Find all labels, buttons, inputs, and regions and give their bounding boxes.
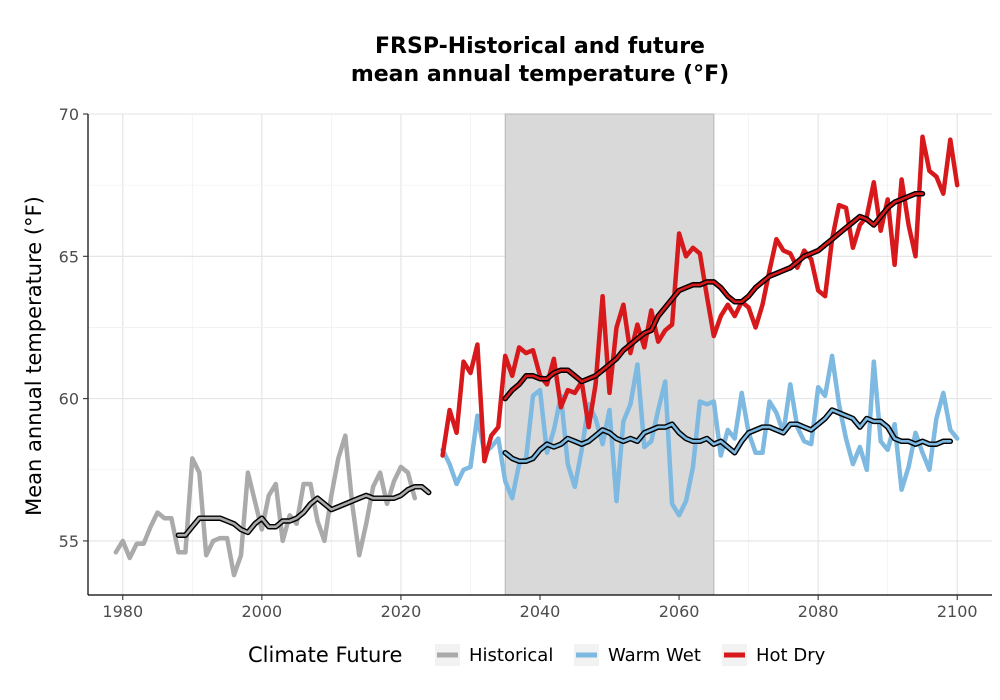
x-tick-label: 2040 xyxy=(520,602,561,621)
legend-title: Climate Future xyxy=(248,643,402,667)
series-line-hot-dry xyxy=(440,134,960,464)
x-tick-label: 2000 xyxy=(241,602,282,621)
y-tick-label: 55 xyxy=(59,532,79,551)
x-tick-label: 1980 xyxy=(102,602,143,621)
x-tick-label: 2100 xyxy=(937,602,978,621)
x-tick-label: 2060 xyxy=(659,602,700,621)
highlight-period-band xyxy=(504,113,715,596)
y-tick-label: 70 xyxy=(59,105,79,124)
x-tick-label: 2020 xyxy=(381,602,422,621)
x-tick-label: 2080 xyxy=(798,602,839,621)
trend-line-warm-wet xyxy=(503,408,952,463)
series-line-warm-wet xyxy=(440,353,960,518)
chart-title-line-2: mean annual temperature (°F) xyxy=(351,62,729,87)
series-line-historical xyxy=(113,433,418,578)
y-tick-label: 65 xyxy=(59,247,79,266)
plot-area: 1980 2000 2020 2040 2060 2080 2100 55 60 65 70 xyxy=(59,105,992,621)
legend-label-hot-dry: Hot Dry xyxy=(756,645,826,666)
y-axis-title: Mean annual temperature (°F) xyxy=(22,196,46,516)
trend-line-historical xyxy=(177,485,431,537)
y-tick-label: 60 xyxy=(59,390,79,409)
legend-label-warm-wet: Warm Wet xyxy=(608,645,701,666)
trend-line-hot-dry xyxy=(503,192,924,400)
legend-label-historical: Historical xyxy=(469,645,553,666)
legend: Climate Future Historical Warm Wet Hot Dry xyxy=(248,643,826,667)
chart-title-line-1: FRSP-Historical and future xyxy=(375,34,705,59)
